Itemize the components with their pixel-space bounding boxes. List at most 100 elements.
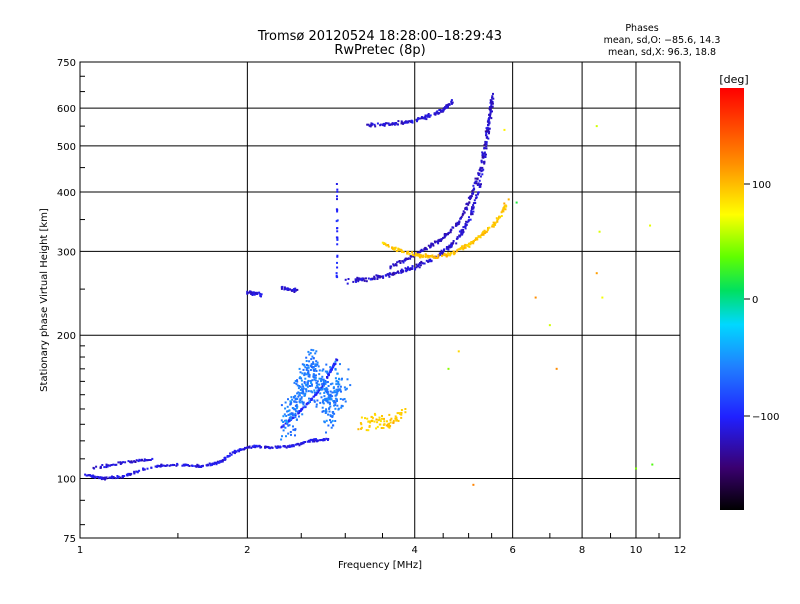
data-point: [491, 110, 493, 113]
data-point: [309, 385, 311, 387]
data-point: [313, 376, 316, 379]
data-point: [295, 383, 298, 386]
data-point: [407, 268, 410, 270]
data-point: [298, 367, 301, 370]
data-point: [315, 403, 318, 406]
data-point: [319, 439, 322, 441]
data-point: [123, 475, 126, 478]
data-point: [322, 378, 325, 381]
series-4: [246, 100, 494, 298]
data-point: [221, 460, 224, 463]
data-point: [339, 388, 342, 391]
data-point: [478, 186, 481, 188]
data-point: [250, 293, 253, 295]
data-point: [449, 245, 452, 248]
data-point: [299, 409, 302, 412]
data-point: [504, 205, 507, 208]
data-point: [432, 244, 435, 247]
data-point: [417, 251, 419, 254]
data-point: [483, 162, 486, 165]
data-point: [471, 206, 474, 209]
data-point: [307, 390, 310, 393]
data-point: [296, 410, 299, 413]
data-point: [121, 475, 124, 478]
data-point: [489, 108, 492, 111]
data-point: [448, 103, 451, 106]
data-point: [231, 451, 234, 454]
data-point: [368, 425, 371, 428]
data-point: [131, 461, 134, 464]
data-point: [474, 177, 477, 180]
data-point: [488, 113, 491, 116]
data-point: [324, 389, 327, 392]
data-point: [213, 461, 216, 464]
data-point: [388, 413, 391, 416]
data-point: [408, 252, 411, 255]
data-point: [462, 226, 465, 229]
y-tick-label: 400: [57, 188, 76, 199]
data-point: [492, 97, 495, 100]
data-point: [411, 251, 414, 254]
data-point: [211, 462, 214, 465]
data-point: [369, 124, 372, 127]
data-point: [476, 177, 479, 180]
data-point: [458, 230, 461, 233]
data-point: [116, 475, 119, 477]
data-point: [426, 254, 429, 257]
data-point: [455, 223, 458, 226]
data-point: [293, 396, 296, 398]
data-point: [301, 413, 304, 416]
data-point: [294, 443, 297, 446]
x-tick-label: 8: [579, 545, 585, 556]
data-point: [105, 465, 108, 468]
y-tick-label: 500: [57, 142, 76, 153]
data-point: [302, 403, 305, 406]
data-point: [299, 371, 302, 374]
data-point: [368, 124, 371, 127]
data-point: [129, 460, 131, 463]
data-point: [252, 293, 255, 295]
data-point: [305, 390, 308, 393]
data-point: [430, 243, 433, 246]
phases-legend-title: Phases: [625, 23, 658, 34]
data-point: [474, 197, 477, 200]
data-point: [443, 235, 446, 238]
data-point: [149, 459, 152, 461]
data-point: [336, 243, 339, 246]
x-tick-label: 2: [244, 545, 250, 556]
data-point: [150, 466, 153, 469]
data-point: [445, 105, 447, 108]
data-point: [482, 155, 484, 158]
data-point: [479, 235, 482, 238]
data-point: [485, 127, 488, 130]
data-point: [343, 386, 346, 389]
data-point: [500, 211, 503, 214]
data-point: [397, 120, 400, 123]
data-point: [411, 253, 414, 256]
data-point: [478, 179, 481, 182]
data-point: [340, 390, 342, 393]
data-point: [411, 121, 414, 124]
data-point: [336, 198, 338, 201]
data-point: [336, 190, 339, 193]
data-point: [405, 269, 407, 272]
data-point: [404, 408, 407, 410]
data-point: [301, 363, 304, 366]
data-point: [112, 476, 115, 478]
data-point: [346, 282, 349, 285]
data-point: [420, 254, 423, 257]
data-point: [281, 285, 284, 288]
data-point: [440, 238, 443, 241]
data-point: [247, 446, 250, 449]
data-point: [485, 132, 488, 135]
data-point: [386, 273, 389, 276]
data-point: [317, 365, 320, 368]
data-point: [480, 161, 483, 164]
data-point: [332, 424, 334, 427]
data-point: [475, 180, 478, 183]
data-point: [490, 100, 493, 103]
chart-title: Tromsø 20120524 18:28:00–18:29:43: [257, 29, 502, 44]
data-point: [361, 279, 364, 282]
data-point: [334, 368, 337, 371]
data-point: [300, 392, 303, 395]
